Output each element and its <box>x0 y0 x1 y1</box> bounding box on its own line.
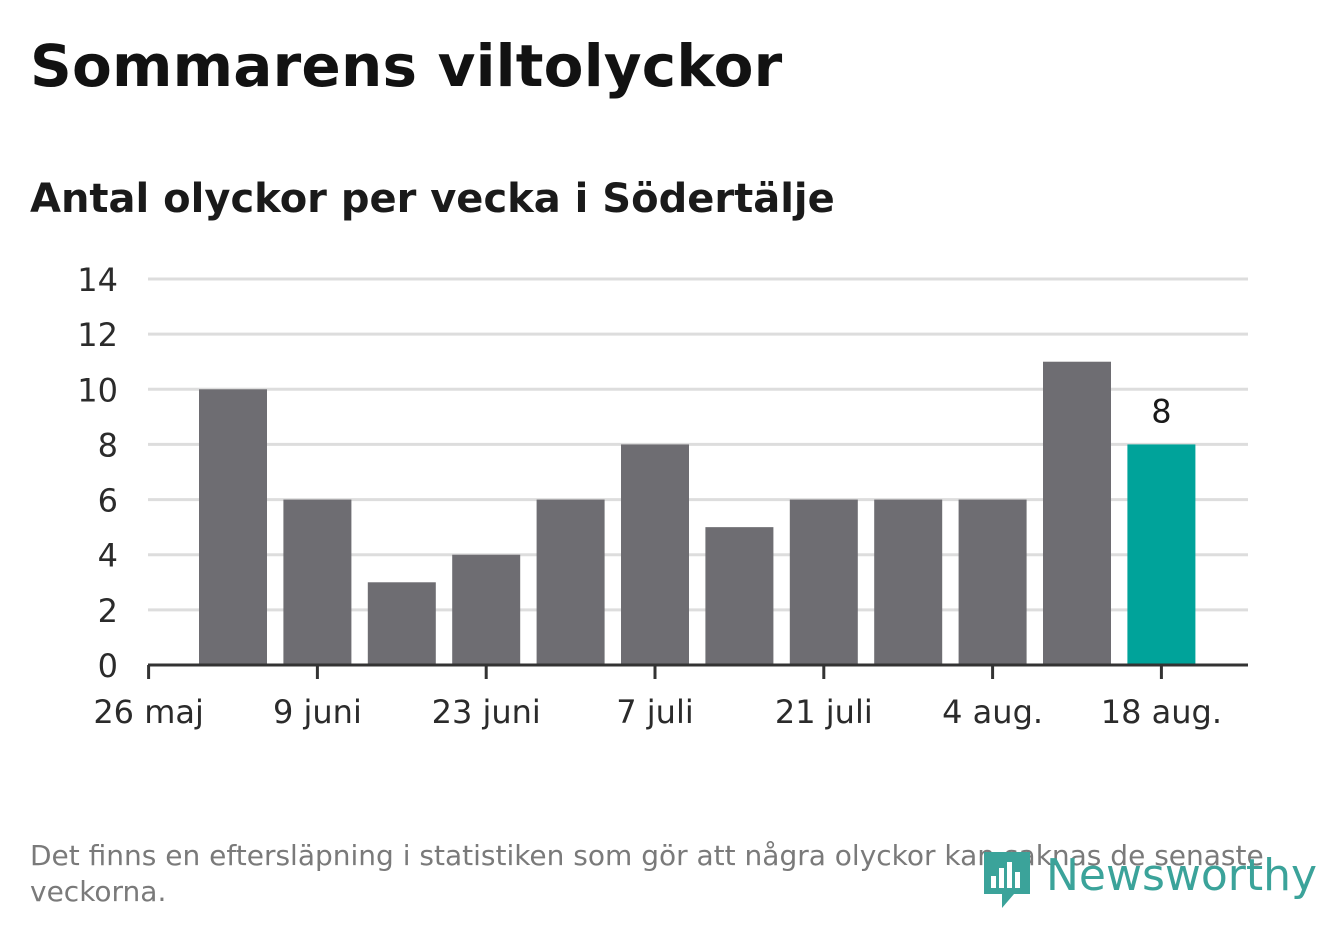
y-axis-ticks: 0 2 4 6 8 10 12 14 <box>77 261 118 685</box>
y-tick-label: 12 <box>77 316 118 354</box>
chart-title: Sommarens viltolyckor <box>30 32 783 100</box>
bar <box>874 499 943 665</box>
bar <box>367 582 436 665</box>
bar <box>283 499 352 665</box>
bar <box>789 499 858 665</box>
data-label: 8 <box>1151 392 1171 430</box>
x-tick-label: 23 juni <box>432 693 541 731</box>
x-axis-ticks: 26 maj 9 juni 23 juni 7 juli 21 juli 4 aug. 18… <box>93 665 1222 731</box>
bar <box>705 527 774 665</box>
footnote: Det finns en eftersläpning i statistiken… <box>30 839 1264 908</box>
bars <box>199 361 1196 665</box>
x-tick-label: 18 aug. <box>1101 693 1222 731</box>
y-tick-label: 0 <box>98 647 118 685</box>
annotations: 8 <box>1151 392 1171 430</box>
bar <box>536 499 605 665</box>
bar <box>452 554 521 665</box>
y-tick-label: 8 <box>98 426 118 464</box>
logo-text: Newsworthy <box>1046 850 1318 901</box>
bar <box>621 444 689 665</box>
bar-chart: 0 2 4 6 8 10 12 14 26 maj 9 juni 23 juni 7 juli 21 … <box>77 261 1248 731</box>
highlight-bar <box>1127 444 1196 665</box>
x-tick-label: 4 aug. <box>942 693 1043 731</box>
newsworthy-logo: Newsworthy <box>980 848 1317 912</box>
bar <box>1043 361 1111 665</box>
x-tick-label: 7 juli <box>616 693 693 731</box>
newsworthy-bar-chart-speech-bubble-icon <box>984 852 1030 908</box>
y-tick-label: 10 <box>77 371 118 409</box>
x-tick-label: 21 juli <box>775 693 873 731</box>
x-tick-label: 9 juni <box>273 693 362 731</box>
x-tick-label: 26 maj <box>93 693 204 731</box>
bar <box>958 499 1027 665</box>
chart-subtitle: Antal olyckor per vecka i Södertälje <box>30 176 835 222</box>
y-tick-label: 2 <box>98 592 118 630</box>
y-tick-label: 6 <box>98 482 118 520</box>
y-tick-label: 14 <box>77 261 118 299</box>
bar <box>199 389 267 665</box>
y-tick-label: 4 <box>98 537 118 575</box>
